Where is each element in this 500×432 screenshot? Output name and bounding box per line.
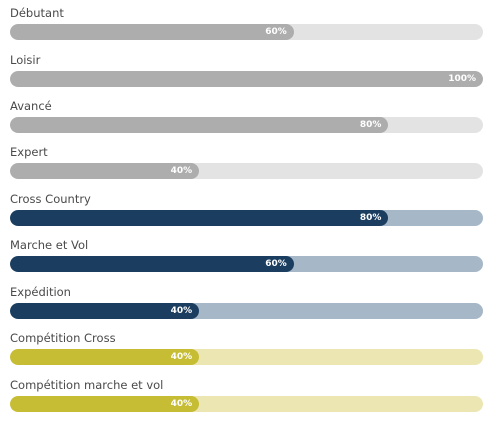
progress-fill: 100% <box>10 71 483 87</box>
progress-fill: 80% <box>10 210 389 226</box>
progress-track: 40% <box>10 396 483 412</box>
progress-value: 40% <box>170 306 193 316</box>
progress-track: 80% <box>10 210 483 226</box>
progress-track: 40% <box>10 303 483 319</box>
progress-track: 60% <box>10 256 483 272</box>
skill-label: Avancé <box>10 99 52 113</box>
progress-value: 60% <box>265 27 287 37</box>
progress-value: 60% <box>265 259 287 269</box>
progress-value: 40% <box>170 166 193 176</box>
progress-value: 100% <box>448 74 476 84</box>
skill-label: Compétition marche et vol <box>10 378 164 392</box>
progress-track: 60% <box>10 24 483 40</box>
progress-fill: 60% <box>10 24 294 40</box>
progress-value: 40% <box>170 352 193 362</box>
progress-fill: 80% <box>10 117 389 133</box>
skill-label: Expédition <box>10 285 71 299</box>
progress-value: 80% <box>359 120 382 130</box>
skill-label: Cross Country <box>10 192 91 206</box>
skill-label: Marche et Vol <box>10 238 89 252</box>
progress-track: 40% <box>10 349 483 365</box>
progress-track: 80% <box>10 117 483 133</box>
progress-fill: 40% <box>10 396 200 412</box>
skill-label: Loisir <box>10 53 41 67</box>
progress-fill: 40% <box>10 163 200 179</box>
skill-label: Débutant <box>10 6 64 20</box>
progress-value: 40% <box>170 399 193 409</box>
progress-track: 100% <box>10 71 483 87</box>
skill-label: Compétition Cross <box>10 331 116 345</box>
progress-value: 80% <box>359 213 382 223</box>
skill-label: Expert <box>10 145 48 159</box>
progress-fill: 40% <box>10 303 200 319</box>
progress-fill: 60% <box>10 256 294 272</box>
progress-track: 40% <box>10 163 483 179</box>
progress-fill: 40% <box>10 349 200 365</box>
